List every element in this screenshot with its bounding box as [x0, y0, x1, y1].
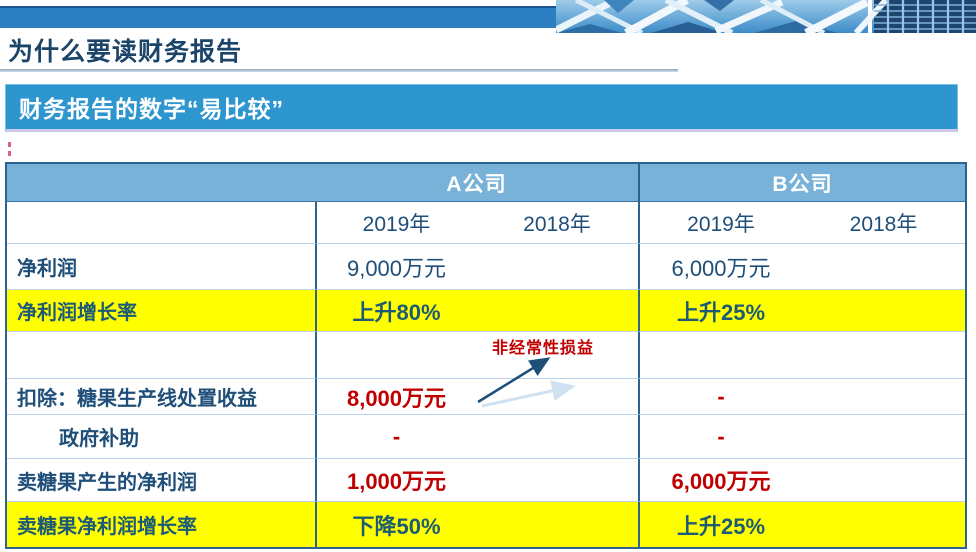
- cell-a2018-candy-net-profit: [476, 459, 638, 502]
- company-a-header: A公司: [315, 164, 638, 202]
- spacer-b2018: [802, 332, 965, 379]
- row-label-disposal-gain: 扣除：糖果生产线处置收益: [7, 379, 315, 415]
- row-label-net-profit: 净利润: [7, 244, 315, 290]
- cell-a2019-net-profit: 9,000万元: [315, 244, 476, 290]
- cell-b2018-net-profit-growth: [802, 290, 965, 332]
- cell-b2018-candy-net-profit: [802, 459, 965, 502]
- corner-header-cell: [7, 164, 315, 202]
- annotation-nonrecurring-label: 非经常性损益: [492, 340, 595, 357]
- cell-b2019-disposal-gain: -: [638, 379, 802, 415]
- company-b-header: B公司: [638, 164, 965, 202]
- row-label-candy-growth: 卖糖果净利润增长率: [7, 502, 315, 547]
- cell-b2019-net-profit: 6,000万元: [638, 244, 802, 290]
- section-banner-label: 财务报告的数字“易比较”: [19, 96, 284, 122]
- year-header-a-2018: 2018年: [476, 202, 638, 244]
- cell-a2018-gov-subsidy: [476, 415, 638, 459]
- year-header-b-2018: 2018年: [802, 202, 965, 244]
- title-underline: [0, 69, 678, 72]
- cell-b2018-gov-subsidy: [802, 415, 965, 459]
- cell-b2018-candy-growth: [802, 502, 965, 547]
- page-title: 为什么要读财务报告: [8, 38, 243, 66]
- year-header-b-2019: 2019年: [638, 202, 802, 244]
- cell-b2019-net-profit-growth: 上升25%: [638, 290, 802, 332]
- cell-b2018-disposal-gain: [802, 379, 965, 415]
- cell-a2018-net-profit-growth: [476, 290, 638, 332]
- year-header-a-2019: 2019年: [315, 202, 476, 244]
- left-red-mark: [8, 142, 11, 159]
- comparison-table: A公司 B公司 2019年 2018年 2019年 2018年 净利润 9,00…: [5, 162, 967, 549]
- row-label-net-profit-growth: 净利润增长率: [7, 290, 315, 332]
- cell-b2018-net-profit: [802, 244, 965, 290]
- cell-a2019-candy-net-profit: 1,000万元: [315, 459, 476, 502]
- cell-a2018-disposal-gain: [476, 379, 638, 415]
- cell-a2019-gov-subsidy: -: [315, 415, 476, 459]
- row-label-gov-subsidy: 政府补助: [7, 415, 315, 459]
- cell-a2019-disposal-gain: 8,000万元: [315, 379, 476, 415]
- spacer-row-label: [7, 332, 315, 379]
- cell-b2019-candy-net-profit: 6,000万元: [638, 459, 802, 502]
- cell-a2019-net-profit-growth: 上升80%: [315, 290, 476, 332]
- spacer-b2019: [638, 332, 802, 379]
- cell-b2019-candy-growth: 上升25%: [638, 502, 802, 547]
- section-banner: 财务报告的数字“易比较”: [5, 84, 958, 132]
- cell-a2018-candy-growth: [476, 502, 638, 547]
- row-label-candy-net-profit: 卖糖果产生的净利润: [7, 459, 315, 502]
- cell-a2018-net-profit: [476, 244, 638, 290]
- spacer-a2018: [476, 332, 638, 379]
- cell-b2019-gov-subsidy: -: [638, 415, 802, 459]
- header-photo-collage-icon: [556, 0, 976, 33]
- cell-a2019-candy-growth: 下降50%: [315, 502, 476, 547]
- row-label-empty: [7, 202, 315, 244]
- spacer-a2019: [315, 332, 476, 379]
- annotation-arrow-icon: [477, 357, 576, 408]
